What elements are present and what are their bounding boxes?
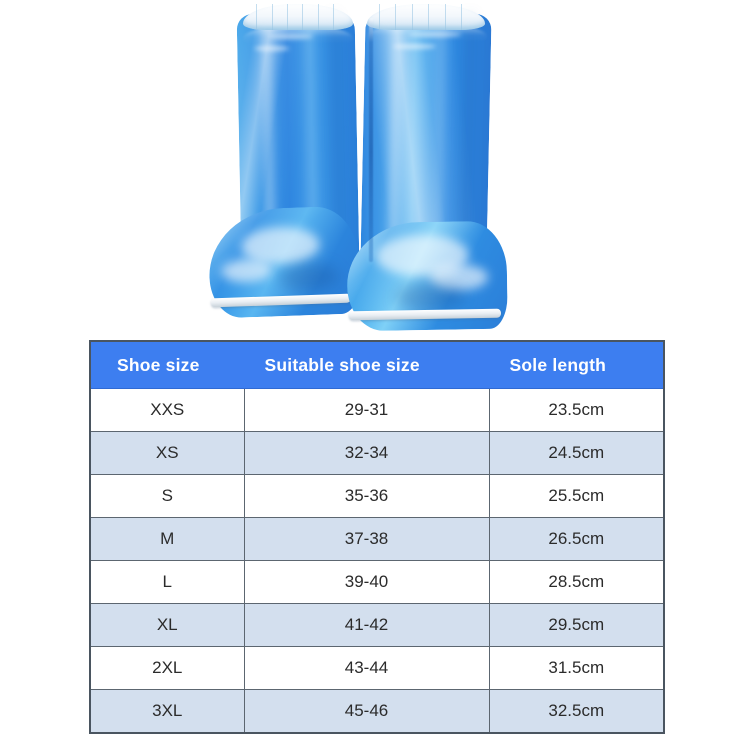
shoe-covers-photo	[207, 0, 525, 338]
cell-suitable-size: 35-36	[243, 474, 490, 518]
cell-sole-length: 28.5cm	[488, 560, 665, 604]
table-row: XXS 29-31 23.5cm	[89, 388, 665, 432]
cell-suitable-size: 39-40	[243, 560, 490, 604]
table-header: Shoe size Suitable shoe size Sole length	[89, 340, 665, 389]
column-header-sole-length: Sole length	[488, 340, 665, 389]
cell-sole-length: 23.5cm	[488, 388, 665, 432]
cell-sole-length: 25.5cm	[488, 474, 665, 518]
cell-shoe-size: M	[89, 517, 245, 561]
cell-shoe-size: XL	[89, 603, 245, 647]
table-row: L 39-40 28.5cm	[89, 560, 665, 604]
crinkle-highlight	[253, 46, 290, 51]
column-header-suitable-size: Suitable shoe size	[243, 340, 490, 389]
cell-suitable-size: 43-44	[243, 646, 490, 690]
cell-shoe-size: L	[89, 560, 245, 604]
cell-suitable-size: 41-42	[243, 603, 490, 647]
table-row: 2XL 43-44 31.5cm	[89, 646, 665, 690]
cell-suitable-size: 29-31	[243, 388, 490, 432]
cell-sole-length: 31.5cm	[488, 646, 665, 690]
shoe-cover-right	[346, 0, 508, 338]
gloss-highlight	[220, 258, 273, 284]
cell-suitable-size: 32-34	[243, 431, 490, 475]
cell-suitable-size: 45-46	[243, 689, 490, 734]
table-row: M 37-38 26.5cm	[89, 517, 665, 561]
center-zipper-seam	[369, 18, 373, 262]
cell-sole-length: 24.5cm	[488, 431, 665, 475]
cell-suitable-size: 37-38	[243, 517, 490, 561]
column-header-shoe-size: Shoe size	[89, 340, 245, 389]
gloss-shadow	[278, 262, 340, 293]
gloss-shadow	[395, 281, 466, 312]
boot-cuff-right	[367, 4, 485, 30]
cell-sole-length: 29.5cm	[488, 603, 665, 647]
product-image-area	[0, 0, 750, 340]
size-chart-container: Shoe size Suitable shoe size Sole length…	[89, 340, 665, 734]
cell-shoe-size: 2XL	[89, 646, 245, 690]
crinkle-highlight	[392, 44, 436, 49]
boot-gather-band	[243, 26, 353, 44]
table-row: XL 41-42 29.5cm	[89, 603, 665, 647]
boot-cuff-left	[243, 4, 353, 30]
table-header-row: Shoe size Suitable shoe size Sole length	[89, 340, 665, 389]
cell-sole-length: 32.5cm	[488, 689, 665, 734]
shoe-size-table: Shoe size Suitable shoe size Sole length…	[89, 340, 665, 734]
cell-shoe-size: S	[89, 474, 245, 518]
shoe-cover-left	[207, 0, 375, 338]
cell-sole-length: 26.5cm	[488, 517, 665, 561]
table-row: XS 32-34 24.5cm	[89, 431, 665, 475]
cell-shoe-size: 3XL	[89, 689, 245, 734]
cell-shoe-size: XS	[89, 431, 245, 475]
cell-shoe-size: XXS	[89, 388, 245, 432]
table-row: S 35-36 25.5cm	[89, 474, 665, 518]
table-body: XXS 29-31 23.5cm XS 32-34 24.5cm S 35-36…	[89, 388, 665, 734]
table-row: 3XL 45-46 32.5cm	[89, 689, 665, 734]
